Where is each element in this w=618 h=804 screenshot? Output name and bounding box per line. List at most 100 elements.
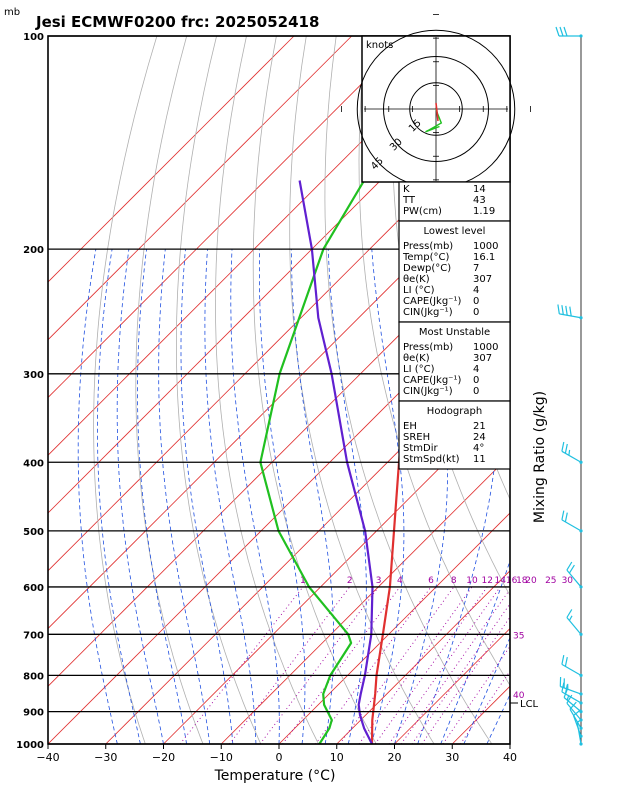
wind-barb-half-flag: [569, 450, 570, 455]
most-unstable-label: LI (°C): [403, 364, 435, 375]
dry-adiabat-line: [136, 36, 203, 744]
wind-barb-base: [579, 727, 582, 730]
lowest-level-value: 16.1: [473, 252, 495, 263]
most-unstable-heading: Most Unstable: [419, 327, 490, 338]
wind-barb-base: [579, 710, 582, 713]
wind-barb-staff: [562, 520, 581, 531]
moist-adiabat-line: [78, 249, 117, 744]
most-unstable-value: 307: [473, 353, 492, 364]
wind-barb-column: [556, 27, 583, 746]
wind-barb-base: [579, 633, 582, 636]
wind-barb-half-flag: [569, 616, 572, 621]
wind-barb-base: [579, 742, 582, 745]
hodograph-stats-value: 21: [473, 421, 486, 432]
wind-barb-flag: [570, 307, 571, 316]
temperature-tick-label: 0: [276, 751, 283, 764]
wind-barb-flag: [562, 442, 564, 451]
wind-barb-flag: [562, 655, 564, 664]
pressure-tick-label: 1000: [16, 740, 44, 751]
temperature-tick-label: −20: [152, 751, 175, 764]
isotherm-line: [0, 36, 410, 744]
wind-barb-base: [579, 461, 582, 464]
temperature-tick-label: 20: [388, 751, 402, 764]
wind-barb-staff: [559, 314, 581, 318]
lowest-level-label: CAPE(Jkg⁻¹): [403, 296, 461, 307]
wind-barb-flag: [565, 444, 567, 453]
indices-label: TT: [402, 195, 416, 206]
wind-barb-staff: [562, 664, 581, 675]
lowest-level-value: 0: [473, 307, 479, 318]
most-unstable-label: θe(K): [403, 353, 430, 364]
most-unstable-label: Press(mb): [403, 342, 453, 353]
mixing-ratio-line: [359, 587, 472, 744]
lowest-level-label: θe(K): [403, 274, 430, 285]
wind-barb-base: [579, 718, 582, 721]
mixing-ratio-line: [389, 587, 500, 744]
wind-barb-base: [579, 701, 582, 704]
moist-adiabat-line: [98, 249, 141, 744]
wind-barb-flag: [567, 562, 572, 570]
most-unstable-value: 0: [473, 386, 479, 397]
mixing-ratio-line: [375, 587, 487, 744]
isotherm-line: [48, 36, 618, 744]
moist-adiabat-line: [117, 249, 163, 744]
hodograph-stats-label: EH: [403, 421, 417, 432]
pressure-tick-label: 800: [23, 671, 44, 682]
pressure-tick-label: 600: [23, 583, 44, 594]
wind-barb-flag: [565, 657, 567, 666]
lowest-level-value: 1000: [473, 241, 498, 252]
x-axis-label: Temperature (°C): [214, 768, 336, 784]
wind-barb-base: [579, 529, 582, 532]
most-unstable-label: CIN(Jkg⁻¹): [403, 386, 453, 397]
wind-barb-base: [579, 674, 582, 677]
dry-adiabat-line: [253, 36, 376, 744]
temperature-tick-label: 10: [330, 751, 344, 764]
isotherm-line: [0, 36, 618, 744]
pressure-unit-label: mb: [4, 7, 20, 18]
mixing-ratio-label: 3: [376, 576, 382, 586]
temperature-tick-label: 40: [503, 751, 517, 764]
wind-barb-flag: [556, 27, 559, 36]
lowest-level-label: Press(mb): [403, 241, 453, 252]
pressure-tick-label: 100: [23, 32, 44, 43]
mixing-ratio-label: 12: [481, 576, 492, 586]
lowest-level-value: 4: [473, 285, 479, 296]
mixing-ratio-label: 6: [428, 576, 434, 586]
wind-barb-base: [579, 735, 582, 738]
lowest-level-value: 307: [473, 274, 492, 285]
diagram-grid: [0, 36, 618, 744]
wind-barb-flag: [569, 565, 574, 573]
wind-barb-base: [579, 316, 582, 319]
wind-barb-flag: [565, 513, 567, 522]
mixing-ratio-label: 8: [451, 576, 457, 586]
mixing-ratio-line: [460, 587, 567, 744]
most-unstable-value: 1000: [473, 342, 498, 353]
hodograph-stats-label: StmSpd(kt): [403, 454, 460, 465]
wind-barb-base: [579, 585, 582, 588]
pressure-tick-label: 700: [23, 630, 44, 641]
lowest-level-label: CIN(Jkg⁻¹): [403, 307, 453, 318]
isotherm-line: [0, 36, 294, 744]
hodograph-stats-label: StmDir: [403, 443, 438, 454]
moist-adiabat-line: [138, 249, 187, 744]
most-unstable-value: 4: [473, 364, 479, 375]
mixing-ratio-label: 25: [545, 576, 556, 586]
mixing-ratio-label: 14: [494, 576, 506, 586]
lowest-level-value: 7: [473, 263, 479, 274]
most-unstable-value: 0: [473, 375, 479, 386]
pressure-tick-label: 200: [23, 245, 44, 256]
temperature-tick-label: −30: [94, 751, 117, 764]
lowest-level-label: Dewp(°C): [403, 263, 451, 274]
indices-label: PW(cm): [403, 206, 442, 217]
indices-value: 1.19: [473, 206, 495, 217]
moist-adiabat-line: [159, 249, 210, 744]
wind-barb-flag: [560, 27, 563, 36]
wind-barb-base: [579, 34, 582, 37]
wind-barb-staff: [562, 451, 581, 462]
wind-barb-flag: [566, 306, 567, 315]
